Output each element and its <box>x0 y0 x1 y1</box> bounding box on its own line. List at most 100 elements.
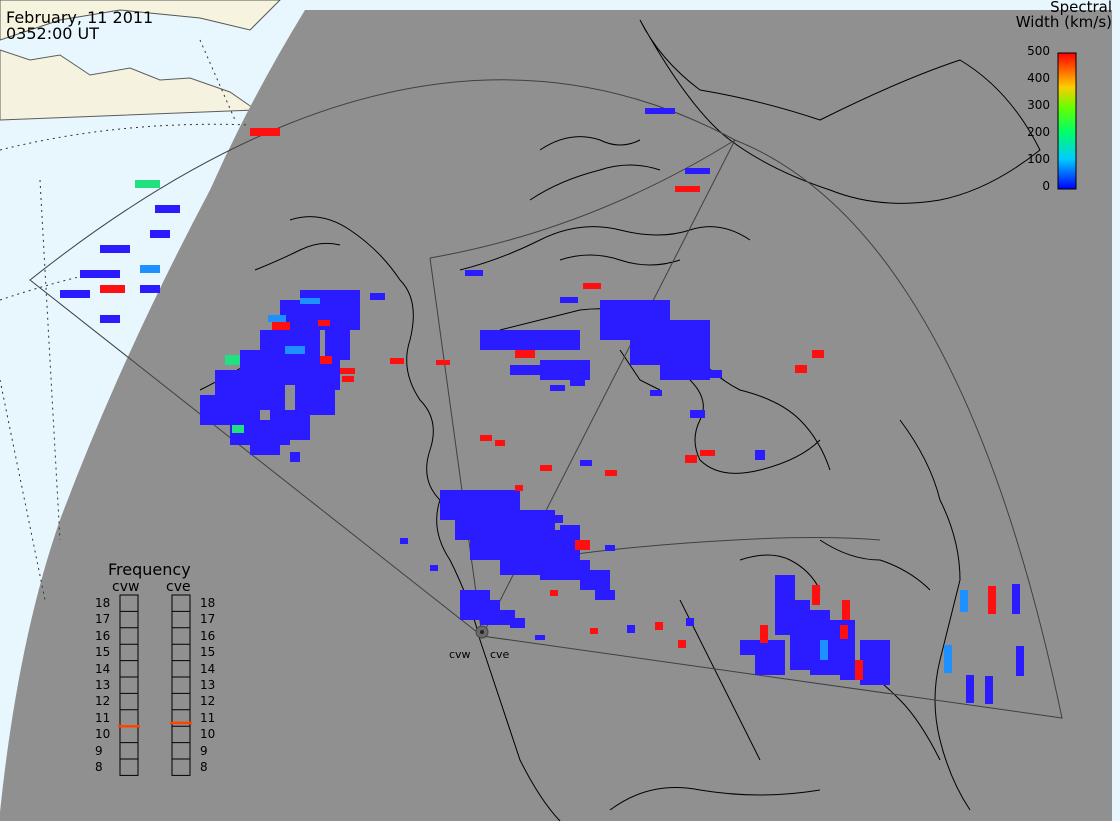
colorbar-tick-label: 100 <box>1027 152 1050 166</box>
frequency-tick-label: 11 <box>95 710 111 725</box>
frequency-station-cvw: cvw <box>112 579 140 595</box>
echo-cell <box>318 320 330 326</box>
echo-cell <box>870 660 890 685</box>
echo-cell <box>268 315 286 322</box>
echo-cell <box>690 410 705 418</box>
frequency-tick-label: 9 <box>200 743 208 758</box>
echo-cell <box>790 600 810 670</box>
frequency-tick-label: 12 <box>200 694 216 709</box>
echo-cell <box>480 330 580 350</box>
frequency-tick-label: 18 <box>95 596 111 610</box>
echo-cell <box>325 330 350 360</box>
echo-cell <box>340 290 360 305</box>
echo-cell <box>510 618 525 628</box>
echo-cell <box>430 565 438 571</box>
echo-cell <box>100 285 125 293</box>
echo-cell <box>760 625 768 643</box>
echo-cell <box>1012 584 1020 614</box>
colorbar-tick-label: 300 <box>1027 98 1050 112</box>
echo-cell <box>678 640 686 648</box>
echo-cell <box>260 330 320 360</box>
echo-cell <box>100 245 130 253</box>
echo-cell <box>250 128 280 136</box>
echo-cell <box>570 380 585 386</box>
header-time: 0352:00 UT <box>6 24 100 43</box>
echo-cell <box>1016 646 1024 676</box>
echo-cell <box>135 180 160 188</box>
frequency-tick-label: 13 <box>200 678 216 692</box>
echo-cell <box>710 370 722 378</box>
echo-cell <box>842 600 850 620</box>
frequency-title: Frequency <box>108 560 191 579</box>
colorbar <box>1057 52 1077 190</box>
echo-cell <box>960 590 968 612</box>
echo-cell <box>300 298 320 304</box>
echo-cell <box>686 618 694 626</box>
colorbar-title: Spectral Width (km/s) <box>962 0 1112 30</box>
echo-cell <box>590 628 598 634</box>
echo-cell <box>150 230 170 238</box>
frequency-tick-label: 15 <box>95 645 111 660</box>
echo-cell <box>495 440 505 446</box>
echo-cell <box>560 297 578 303</box>
echo-cell <box>100 315 120 323</box>
echo-cell <box>510 365 550 375</box>
frequency-tick-label: 11 <box>200 710 216 725</box>
colorbar-tick-label: 500 <box>1027 44 1050 58</box>
echo-cell <box>840 625 848 639</box>
echo-cell <box>80 270 120 278</box>
echo-cell <box>645 108 675 114</box>
echo-cell <box>285 346 305 354</box>
echo-cell <box>290 452 300 462</box>
echo-cell <box>465 270 483 276</box>
colorbar-tick-label: 400 <box>1027 71 1050 85</box>
frequency-tick-label: 9 <box>95 743 103 758</box>
radar-site-dot <box>480 630 484 634</box>
echo-cell <box>250 440 280 455</box>
colorbar-tick-label: 200 <box>1027 125 1050 139</box>
echo-cell <box>60 290 90 298</box>
header-date: February, 11 2011 <box>6 8 154 27</box>
graticule <box>0 39 251 601</box>
echo-cell <box>675 186 700 192</box>
station-label-cvw: cvw <box>449 648 471 661</box>
echo-cell <box>944 645 952 673</box>
echo-cell <box>595 590 615 600</box>
echo-cell <box>232 425 244 433</box>
echo-cell <box>627 625 635 633</box>
echo-cell <box>390 358 404 364</box>
station-label-cve: cve <box>490 648 510 661</box>
echo-cell <box>650 390 662 396</box>
echo-cell <box>812 585 820 605</box>
echo-cell <box>820 640 828 660</box>
frequency-tick-label: 17 <box>200 612 216 627</box>
colorbar-title-line1: Spectral <box>1050 0 1112 16</box>
echo-cell <box>140 285 160 293</box>
echo-cell <box>855 660 863 680</box>
echo-cell <box>988 586 996 614</box>
echo-cell <box>580 570 610 590</box>
echo-cell <box>812 350 824 358</box>
echo-cell <box>660 340 710 380</box>
echo-cell <box>370 293 385 300</box>
echo-cell <box>436 360 450 365</box>
frequency-tick-label: 17 <box>95 612 111 627</box>
echo-cell <box>548 515 563 523</box>
frequency-tick-label: 16 <box>200 628 216 643</box>
echo-cell <box>685 455 697 463</box>
echo-cell <box>966 675 974 703</box>
echo-cell <box>550 385 565 391</box>
echo-cell <box>515 350 535 358</box>
frequency-tick-label: 8 <box>200 760 208 774</box>
echo-cell <box>225 355 240 365</box>
scatter-cells <box>60 108 1024 704</box>
echo-cell <box>140 265 160 273</box>
echo-cell <box>540 360 590 380</box>
echo-cell <box>580 460 592 466</box>
frequency-tick-label: 18 <box>200 596 216 610</box>
echo-cell <box>985 676 993 704</box>
echo-cell <box>755 640 785 675</box>
echo-cell <box>550 590 558 596</box>
